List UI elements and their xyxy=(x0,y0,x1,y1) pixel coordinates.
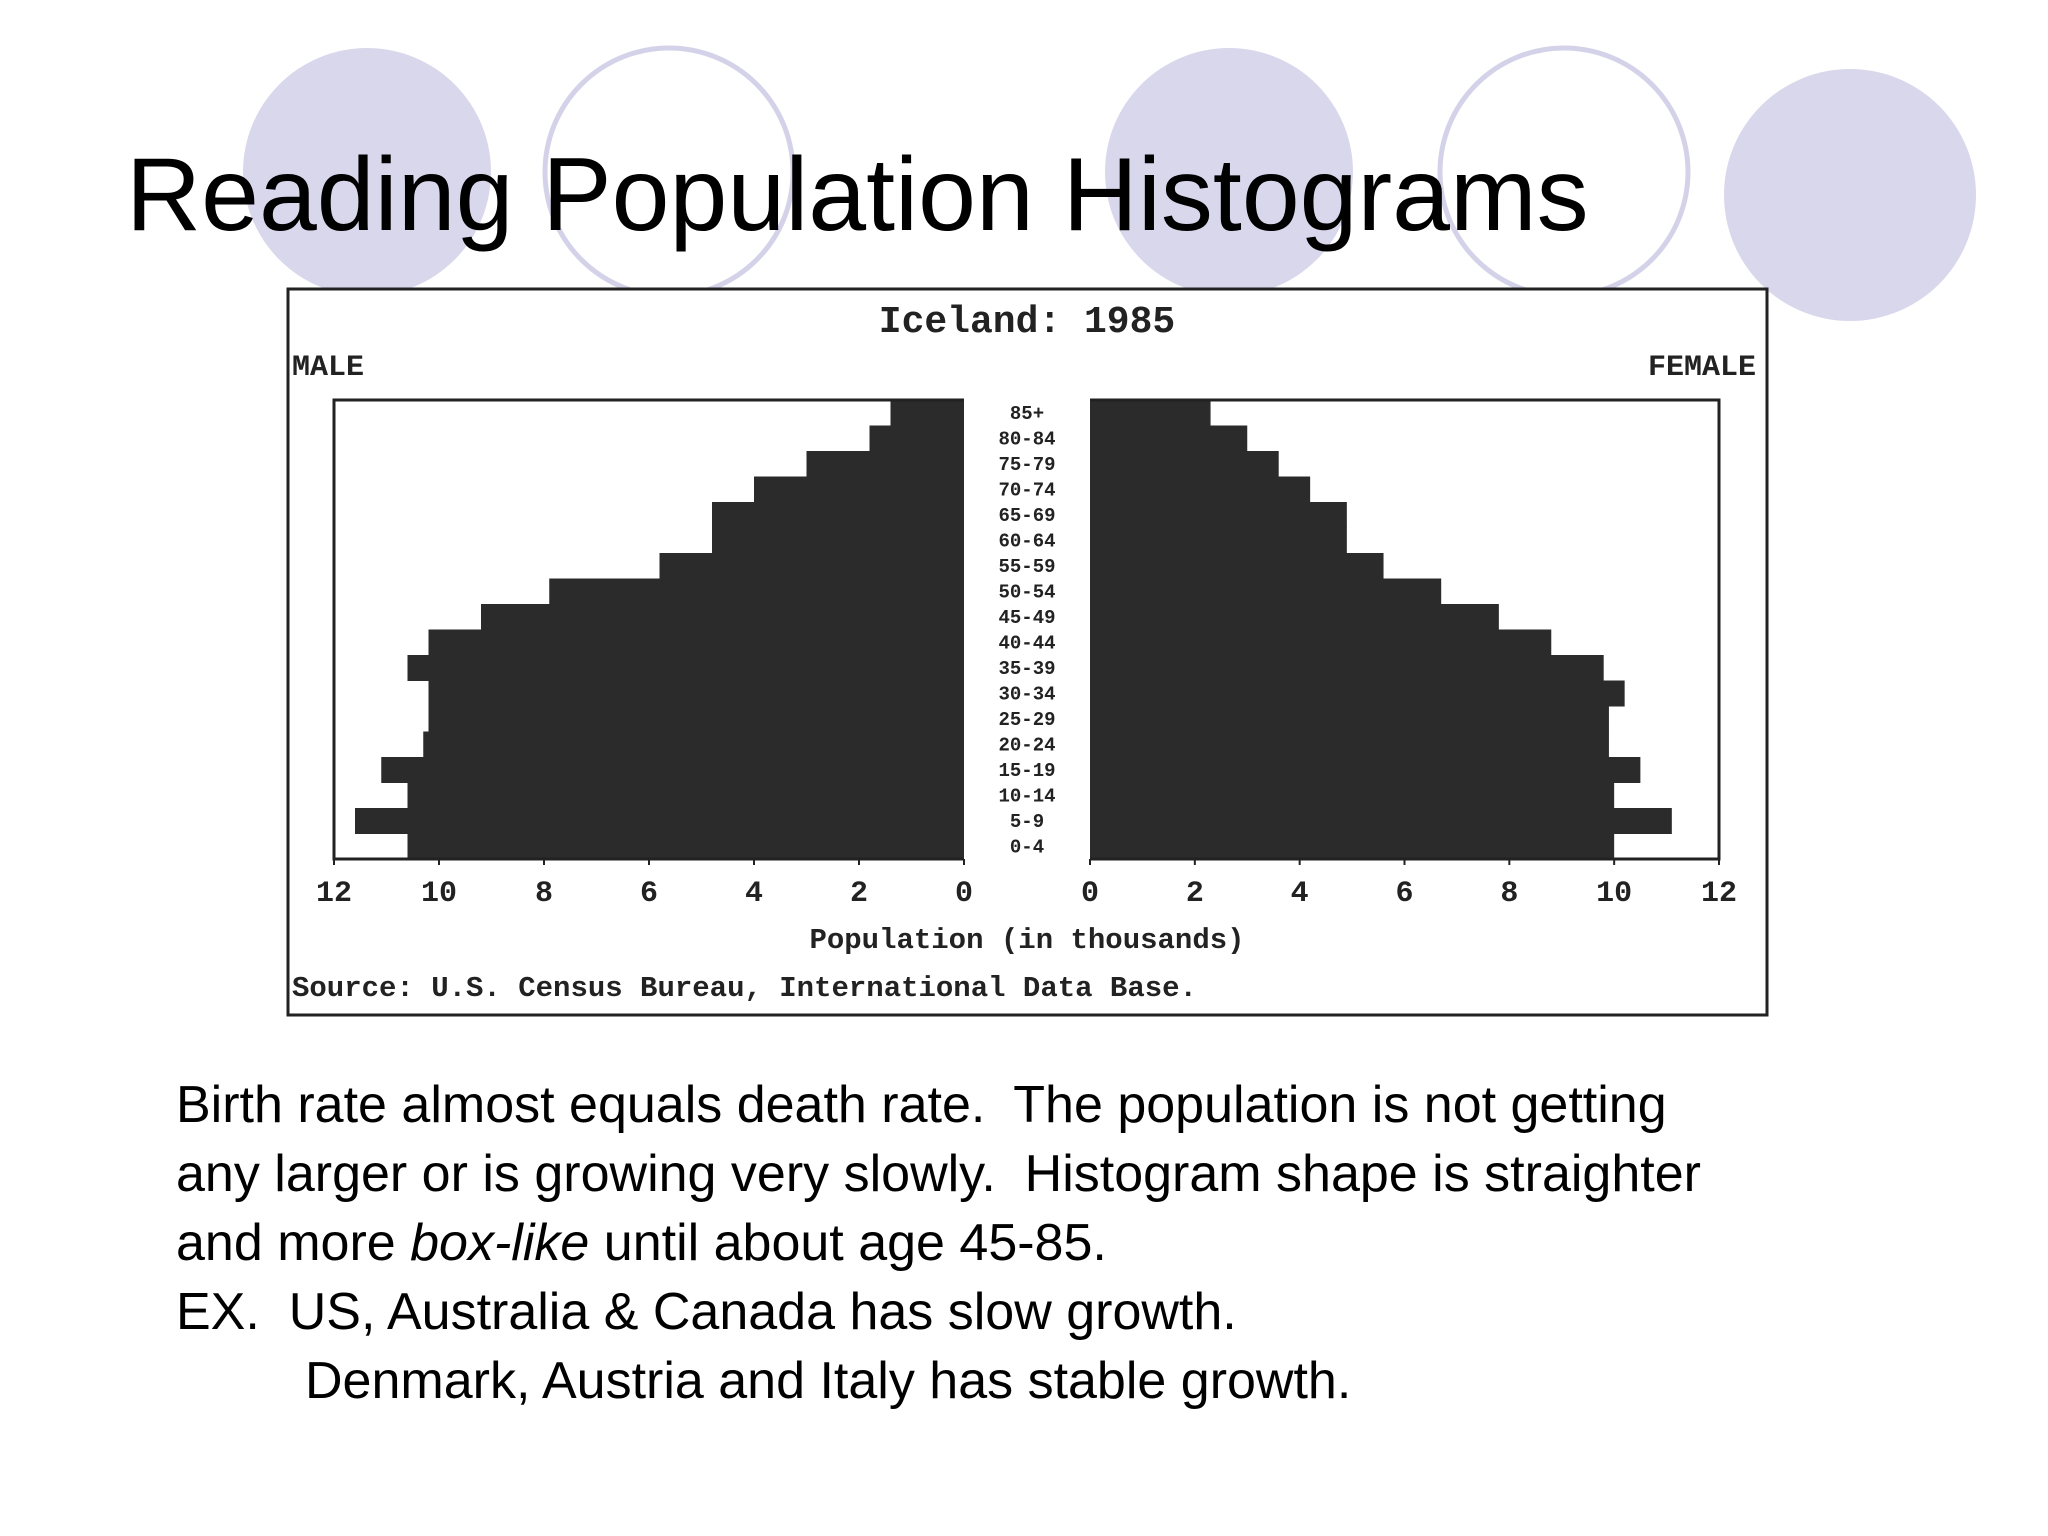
bar xyxy=(428,629,964,656)
category-label: 60-64 xyxy=(998,530,1055,552)
category-label: 40-44 xyxy=(998,632,1055,654)
x-tick-label: 12 xyxy=(316,877,352,911)
decoration xyxy=(243,45,1976,321)
bar xyxy=(428,706,964,732)
body-text: until about age 45-85. xyxy=(589,1214,1107,1272)
legend-label: FEMALE xyxy=(1648,351,1756,385)
plot: 85+80-8475-7970-7465-6960-6455-5950-5445… xyxy=(316,398,1737,911)
category-label: 35-39 xyxy=(998,658,1055,680)
bar xyxy=(1090,553,1384,579)
bar xyxy=(423,731,964,758)
x-tick-label: 10 xyxy=(1596,877,1632,911)
category-label: 0-4 xyxy=(1010,836,1044,858)
category-label: 5-9 xyxy=(1010,811,1044,833)
bar xyxy=(1090,578,1442,605)
bar xyxy=(890,400,964,426)
x-tick-label: 2 xyxy=(1186,877,1204,911)
bar xyxy=(1090,782,1615,809)
bar xyxy=(428,680,964,707)
body-line: any larger or is growing very slowly. Hi… xyxy=(176,1145,1701,1203)
slide-title: Reading Population Histograms xyxy=(126,137,1589,253)
body-line: and more box-like until about age 45-85. xyxy=(176,1214,1107,1272)
category-label: 80-84 xyxy=(998,428,1055,450)
category-label: 65-69 xyxy=(998,505,1055,527)
x-tick-label: 8 xyxy=(535,877,553,911)
bar xyxy=(712,527,964,554)
x-tick-label: 8 xyxy=(1500,877,1518,911)
bar xyxy=(407,782,964,809)
source-note: Source: U.S. Census Bureau, Internationa… xyxy=(292,972,1197,1005)
body-line: Birth rate almost equals death rate. The… xyxy=(176,1076,1667,1134)
category-label: 25-29 xyxy=(998,709,1055,731)
bar xyxy=(754,476,964,503)
body-text: and more xyxy=(176,1214,410,1272)
bar xyxy=(355,808,964,834)
legend-label: MALE xyxy=(292,351,364,385)
x-tick-label: 10 xyxy=(421,877,457,911)
bar xyxy=(1090,629,1552,656)
bar xyxy=(869,425,964,452)
x-tick-label: 6 xyxy=(1395,877,1413,911)
bar xyxy=(1090,757,1641,783)
body-text-italic: box-like xyxy=(410,1214,589,1272)
bar xyxy=(1090,808,1672,834)
category-label: 20-24 xyxy=(998,734,1055,756)
bar xyxy=(659,553,964,579)
bar xyxy=(1090,731,1609,758)
x-tick-label: 4 xyxy=(745,877,763,911)
x-tick-label: 12 xyxy=(1701,877,1737,911)
chart-title: Iceland: 1985 xyxy=(879,301,1175,344)
bar xyxy=(1090,476,1311,503)
x-tick-label: 6 xyxy=(640,877,658,911)
category-label: 30-34 xyxy=(998,683,1055,705)
bar xyxy=(1090,655,1604,681)
bar xyxy=(1090,680,1625,707)
category-label: 10-14 xyxy=(998,785,1055,807)
bar xyxy=(407,655,964,681)
x-tick-label: 4 xyxy=(1291,877,1309,911)
category-label: 45-49 xyxy=(998,607,1055,629)
bar xyxy=(1090,706,1609,732)
x-axis-label: Population (in thousands) xyxy=(809,924,1244,957)
bar xyxy=(1090,451,1279,477)
bar xyxy=(1090,527,1347,554)
category-label: 15-19 xyxy=(998,760,1055,782)
bar xyxy=(481,604,964,630)
bar xyxy=(1090,604,1499,630)
x-tick-label: 0 xyxy=(1081,877,1099,911)
category-label: 70-74 xyxy=(998,479,1055,501)
bar xyxy=(1090,502,1347,528)
category-label: 50-54 xyxy=(998,581,1055,603)
bar xyxy=(381,757,964,783)
x-tick-label: 2 xyxy=(850,877,868,911)
body-line: Denmark, Austria and Italy has stable gr… xyxy=(305,1352,1351,1410)
bar xyxy=(407,833,964,860)
bar xyxy=(1090,400,1211,426)
bar xyxy=(806,451,964,477)
body-line: EX. US, Australia & Canada has slow grow… xyxy=(176,1283,1237,1341)
category-label: 75-79 xyxy=(998,454,1055,476)
bar xyxy=(712,502,964,528)
x-tick-label: 0 xyxy=(955,877,973,911)
bar xyxy=(549,578,964,605)
category-label: 85+ xyxy=(1010,403,1044,425)
category-label: 55-59 xyxy=(998,556,1055,578)
bar xyxy=(1090,833,1615,860)
bar xyxy=(1090,425,1248,452)
